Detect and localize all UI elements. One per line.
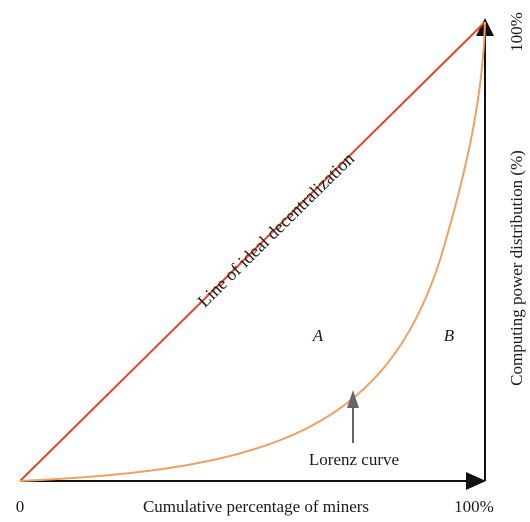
region-b-label: B — [444, 326, 455, 345]
x-axis-end-label: 100% — [454, 497, 494, 516]
y-axis-end-label: 100% — [507, 12, 526, 52]
lorenz-curve — [19, 21, 486, 482]
y-axis-title: Computing power distribution (%) — [507, 150, 526, 386]
lorenz-curve-label: Lorenz curve — [309, 450, 399, 469]
lorenz-pointer-arrowhead — [347, 390, 359, 408]
region-a-label: A — [312, 326, 324, 345]
ideal-decentralization-line — [19, 21, 486, 482]
x-axis-title: Cumulative percentage of miners — [143, 497, 369, 516]
x-axis-arrowhead — [466, 472, 486, 490]
ideal-line-label: Line of ideal decentralization — [194, 148, 359, 311]
origin-label: 0 — [16, 497, 25, 516]
